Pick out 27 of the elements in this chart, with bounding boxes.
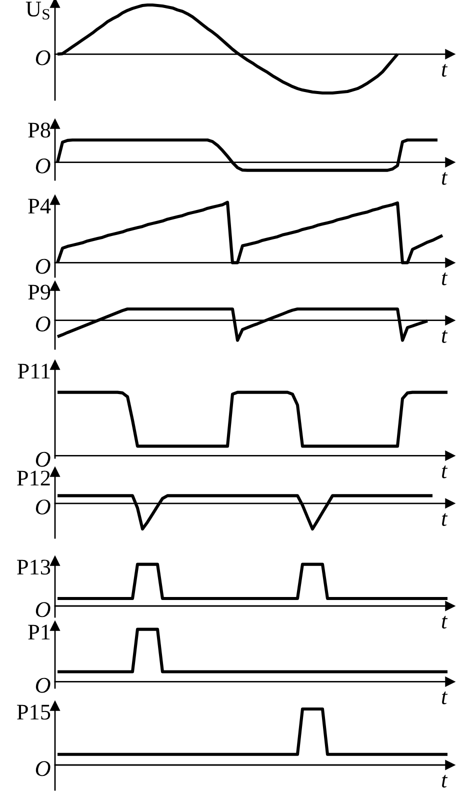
text: O xyxy=(36,452,50,467)
x-axis-title: t xyxy=(442,466,448,478)
x-axis-title: t xyxy=(442,172,448,185)
y-axis-title: P1 xyxy=(28,624,50,640)
y-axis-title: P9 xyxy=(28,284,50,300)
y-axis-title: P15 xyxy=(17,704,50,720)
x-axis-title: t xyxy=(442,513,448,526)
text: O xyxy=(36,258,50,274)
y-axis-title: U$_{S}$ xyxy=(26,2,50,20)
y-axis-title: P12 xyxy=(17,470,50,486)
x-axis-title: t xyxy=(442,692,448,704)
x-axis-title: t xyxy=(442,64,448,77)
y-axis-title: P11 xyxy=(18,364,50,378)
y-axis-title: P8 xyxy=(28,122,50,138)
y-axis-title: P13 xyxy=(17,560,50,575)
x-axis-title: t xyxy=(442,774,448,788)
text: O xyxy=(36,158,50,174)
text: O xyxy=(36,316,50,332)
text: O xyxy=(36,761,50,776)
text: O xyxy=(36,678,50,693)
text: O xyxy=(36,50,50,66)
text: O xyxy=(36,500,50,515)
x-axis-title: t xyxy=(442,272,448,286)
x-axis-title: t xyxy=(442,330,448,343)
text: O xyxy=(36,602,50,618)
y-axis-title: P4 xyxy=(28,198,51,214)
x-axis-title: t xyxy=(442,616,448,629)
